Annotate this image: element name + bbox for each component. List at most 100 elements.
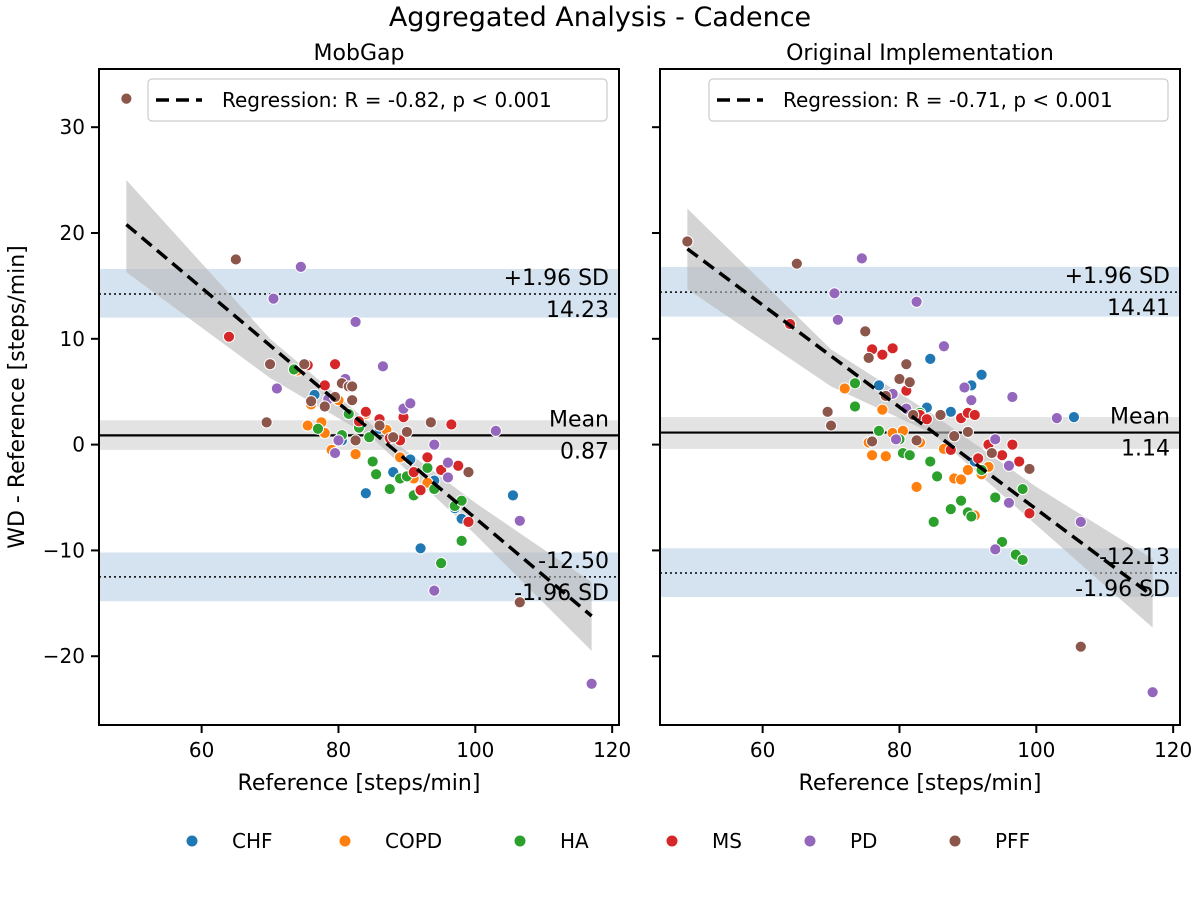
point-ha xyxy=(931,470,944,483)
panel-title: Original Implementation xyxy=(786,41,1054,66)
regression-legend-box xyxy=(708,78,1169,122)
point-ms xyxy=(359,405,372,418)
point-ha xyxy=(944,503,957,516)
point-pd xyxy=(889,433,903,446)
point-ms xyxy=(407,466,420,479)
point-pff xyxy=(985,446,998,460)
point-ha xyxy=(455,534,468,547)
legend-marker-copd xyxy=(338,834,352,848)
point-pff xyxy=(263,358,277,371)
point-ha xyxy=(872,424,886,437)
point-pd xyxy=(1050,412,1063,425)
x-axis-label: Reference [steps/min] xyxy=(238,771,481,796)
point-ha xyxy=(311,422,325,435)
point-pd xyxy=(937,340,951,353)
point-ha xyxy=(366,455,379,468)
legend-label-pd: PD xyxy=(850,829,877,853)
point-ha xyxy=(370,468,383,481)
point-chf xyxy=(924,352,937,366)
point-ha xyxy=(954,494,968,507)
x-tick-label: 100 xyxy=(1017,738,1055,762)
point-ha xyxy=(996,535,1009,549)
point-pff xyxy=(903,376,916,389)
legend-marker-ms xyxy=(665,834,679,848)
point-pff xyxy=(462,466,475,479)
point-ms xyxy=(222,330,236,343)
y-tick-label: −20 xyxy=(43,644,85,668)
x-tick-label: 120 xyxy=(1154,738,1192,762)
point-copd xyxy=(876,403,889,416)
point-ha xyxy=(848,400,862,413)
legend-marker-pff xyxy=(948,834,962,848)
point-ms xyxy=(435,463,448,477)
point-ha xyxy=(1016,553,1029,567)
point-pff xyxy=(859,325,872,338)
point-pd xyxy=(989,433,1002,446)
point-pff xyxy=(373,419,386,432)
point-ms xyxy=(876,348,889,361)
point-pd xyxy=(349,315,362,328)
point-pff xyxy=(229,253,242,266)
legend-label-pff: PFF xyxy=(995,829,1030,853)
point-pd xyxy=(441,471,455,484)
point-pff xyxy=(934,408,947,422)
figure-title: Aggregated Analysis - Cadence xyxy=(389,2,811,33)
upper-loa-label: +1.96 SD xyxy=(1065,264,1170,289)
point-copd xyxy=(954,473,968,486)
point-pd xyxy=(585,677,598,690)
point-pff xyxy=(260,416,273,429)
point-copd xyxy=(866,449,879,462)
point-pff xyxy=(900,358,913,371)
point-pff xyxy=(318,400,331,413)
point-pd xyxy=(965,394,978,407)
group-legend: CHF COPD HA MS PD PFF xyxy=(185,829,1030,853)
point-ha xyxy=(848,377,862,390)
point-ms xyxy=(886,342,899,355)
legend-marker-pd xyxy=(803,834,817,848)
point-pff xyxy=(1023,462,1036,476)
point-pff xyxy=(305,395,318,408)
point-pd xyxy=(441,456,455,469)
point-chf xyxy=(872,379,886,392)
point-pd xyxy=(428,584,441,597)
legend-label-copd: COPD xyxy=(385,829,442,853)
point-pff xyxy=(790,257,803,270)
point-pff xyxy=(424,416,437,429)
point-pd xyxy=(267,292,280,305)
point-pd xyxy=(376,360,390,373)
y-tick-label: 30 xyxy=(60,115,85,139)
lower-loa-value: -12.50 xyxy=(538,549,609,574)
point-ha xyxy=(924,455,937,468)
point-ha xyxy=(455,494,468,507)
point-pd xyxy=(489,424,502,437)
point-ha xyxy=(903,449,916,462)
point-pff xyxy=(346,380,359,393)
point-ms xyxy=(996,449,1009,462)
mean-value: 1.14 xyxy=(1121,437,1170,462)
point-ms xyxy=(1023,507,1036,520)
point-ms xyxy=(920,413,933,426)
point-pd xyxy=(1146,686,1159,699)
legend-label-ha: HA xyxy=(560,829,589,853)
point-ms xyxy=(414,484,427,497)
point-ms xyxy=(968,408,981,422)
point-pff xyxy=(961,425,974,439)
regression-legend-label: Regression: R = -0.71, p < 0.001 xyxy=(783,88,1113,112)
point-ha xyxy=(421,461,434,474)
point-ms xyxy=(972,452,985,465)
point-pff xyxy=(893,372,906,386)
point-pff xyxy=(866,435,879,448)
x-tick-label: 60 xyxy=(189,738,214,762)
point-pd xyxy=(1002,496,1016,509)
lower-loa-label: -1.96 SD xyxy=(514,581,609,606)
point-pff xyxy=(120,92,133,105)
point-ms xyxy=(1006,438,1019,451)
point-pd xyxy=(910,295,923,308)
point-ms xyxy=(421,451,434,464)
point-copd xyxy=(910,480,923,494)
panel-title: MobGap xyxy=(314,41,405,66)
point-pff xyxy=(400,425,413,439)
y-tick-label: 20 xyxy=(60,221,85,245)
y-axis-label: WD - Reference [steps/min] xyxy=(5,245,30,549)
